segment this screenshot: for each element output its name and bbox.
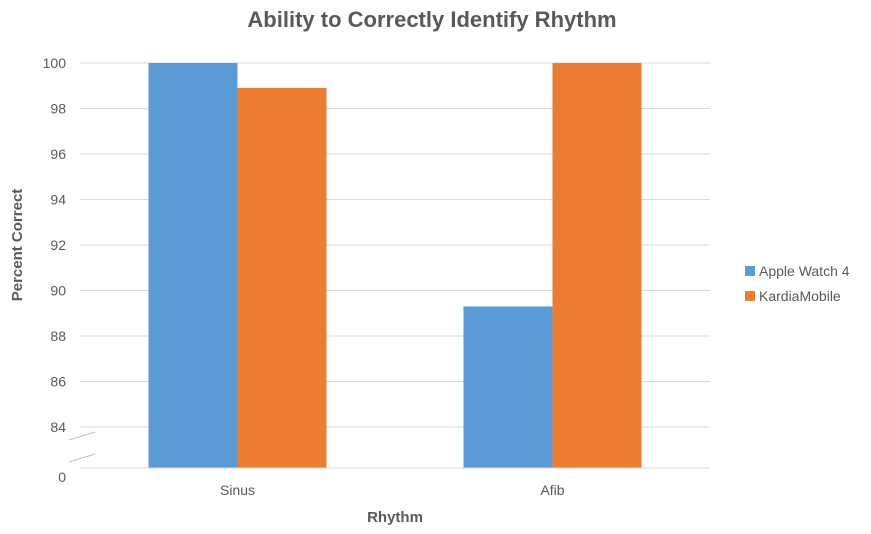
bar-kardiamobile-afib xyxy=(553,63,642,468)
y-tick-label: 90 xyxy=(50,283,66,299)
y-tick-label: 98 xyxy=(50,101,66,117)
y-tick-label: 84 xyxy=(50,419,66,435)
bar-apple-watch-4-sinus xyxy=(149,63,238,468)
x-axis-tick-labels: Sinus Afib xyxy=(220,482,565,498)
y-tick-label: 86 xyxy=(50,374,66,390)
y-axis-title: Percent Correct xyxy=(9,189,26,302)
y-axis-tick-labels: 100 98 96 94 92 90 88 86 84 0 xyxy=(43,55,67,485)
y-tick-label: 94 xyxy=(50,192,66,208)
axis-break-mark xyxy=(69,432,95,440)
x-tick-label: Afib xyxy=(540,482,564,498)
y-tick-label: 88 xyxy=(50,328,66,344)
y-tick-label-baseline: 0 xyxy=(58,469,66,485)
y-tick-label: 100 xyxy=(43,55,67,71)
bars xyxy=(149,63,642,468)
legend-label: Apple Watch 4 xyxy=(759,263,850,279)
legend-swatch xyxy=(745,266,755,276)
x-axis-title: Rhythm xyxy=(367,509,423,526)
axis-break-mark xyxy=(69,454,95,462)
x-tick-label: Sinus xyxy=(220,482,255,498)
bar-apple-watch-4-afib xyxy=(464,306,553,468)
y-tick-label: 92 xyxy=(50,237,66,253)
legend-label: KardiaMobile xyxy=(759,288,841,304)
y-tick-label: 96 xyxy=(50,146,66,162)
legend-swatch xyxy=(745,291,755,301)
bar-kardiamobile-sinus xyxy=(238,88,327,468)
legend: Apple Watch 4 KardiaMobile xyxy=(745,263,850,304)
chart-title: Ability to Correctly Identify Rhythm xyxy=(247,7,616,32)
